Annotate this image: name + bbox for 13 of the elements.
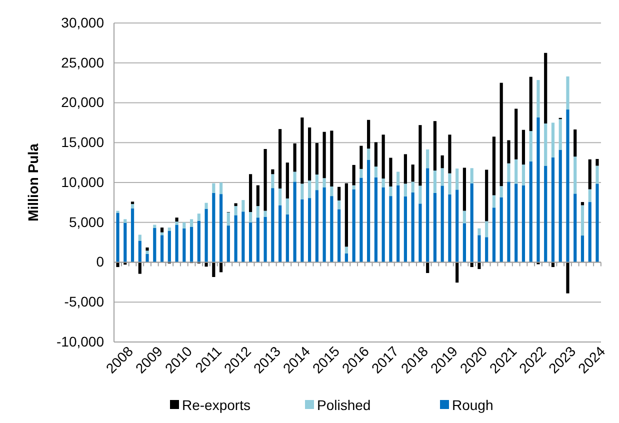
y-tick-label: 5,000 xyxy=(68,214,104,230)
y-tick-label: -5,000 xyxy=(64,294,104,310)
y-axis-title: Million Pula xyxy=(25,143,41,222)
legend-label: Rough xyxy=(452,397,494,413)
y-tick-label: 15,000 xyxy=(61,134,104,150)
y-tick-label: -10,000 xyxy=(56,333,104,350)
y-tick-label: 0 xyxy=(96,254,104,270)
y-tick-label: 25,000 xyxy=(61,54,104,70)
legend-label: Re-exports xyxy=(182,397,250,413)
y-tick-label: 30,000 xyxy=(61,14,104,30)
y-tick-label: 20,000 xyxy=(61,94,104,110)
y-tick-label: 10,000 xyxy=(61,174,104,190)
legend-label: Polished xyxy=(317,397,371,413)
